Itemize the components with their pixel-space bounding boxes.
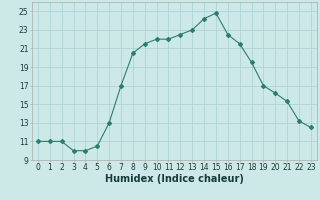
- X-axis label: Humidex (Indice chaleur): Humidex (Indice chaleur): [105, 174, 244, 184]
